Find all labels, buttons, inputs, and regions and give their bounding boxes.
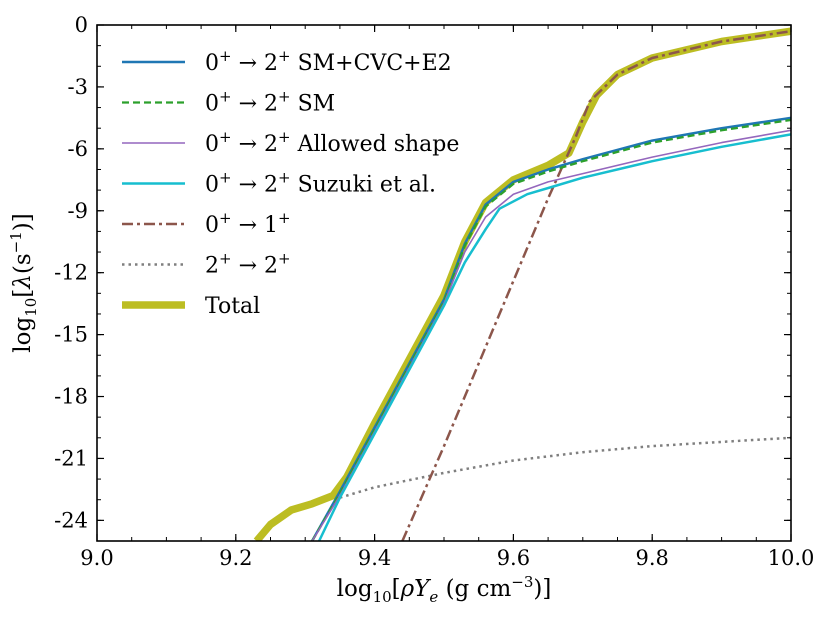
x-tick-label: 9.2 [219, 546, 252, 570]
legend-label: 0+ → 1+ [205, 209, 291, 238]
series-line-0 [311, 116, 791, 541]
y-tick-label: -18 [54, 385, 88, 409]
legend-label: 2+ → 2+ [205, 250, 291, 279]
plot-frame [96, 24, 792, 542]
y-tick-label: -6 [68, 137, 88, 161]
legend-label: 0+ → 2+ Allowed shape [205, 128, 459, 157]
y-tick-label: -3 [68, 75, 88, 99]
y-tick-label: -15 [54, 323, 88, 347]
series-line-5 [339, 436, 791, 499]
legend: 0+ → 2+ SM+CVC+E2 0+ → 2+ SM 0+ → 2+ Allow… [122, 47, 459, 319]
x-tick-label: 9.6 [497, 546, 530, 570]
legend-label: 0+ → 2+ Suzuki et al. [205, 169, 436, 198]
y-axis-label: log10[λ(s−1)] [7, 213, 40, 352]
y-tick-label: -24 [54, 508, 88, 532]
y-tick-label: -9 [68, 199, 88, 223]
legend-label: 0+ → 2+ SM [205, 88, 335, 117]
y-tick-label: -12 [54, 261, 88, 285]
x-tick-label: 9.0 [80, 546, 113, 570]
series-layer [253, 27, 791, 541]
y-tick-label: -21 [54, 446, 88, 470]
x-axis-label: log10[ρYe (g cm−3)] [337, 573, 552, 606]
y-tick-label: 0 [75, 13, 88, 37]
x-tick-label: 9.4 [358, 546, 391, 570]
legend-label: Total [205, 294, 260, 319]
series-line-3 [317, 133, 791, 541]
legend-label: 0+ → 2+ SM+CVC+E2 [205, 47, 452, 76]
series-line-6 [253, 27, 791, 541]
x-tick-label: 9.8 [635, 546, 668, 570]
tick-layer: 9.0 9.2 9.4 9.6 9.8 10.0 0 -3 -6 -9 -12 -15 -18 -21 -2… [54, 13, 814, 570]
series-line-4 [401, 29, 791, 541]
series-line-1 [311, 118, 791, 541]
x-tick-label: 10.0 [768, 546, 815, 570]
